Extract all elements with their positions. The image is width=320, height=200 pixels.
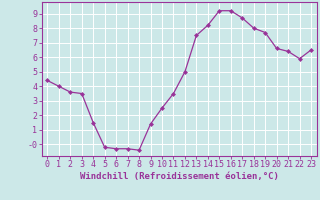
X-axis label: Windchill (Refroidissement éolien,°C): Windchill (Refroidissement éolien,°C) (80, 172, 279, 181)
